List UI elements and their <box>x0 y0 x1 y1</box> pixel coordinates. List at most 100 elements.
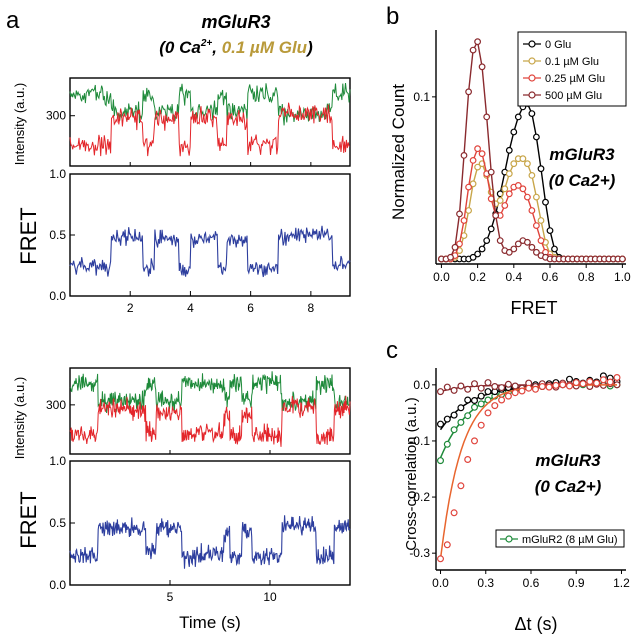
b-point-1 <box>505 170 513 178</box>
c-point-3 <box>613 374 621 382</box>
b-point-2 <box>465 183 473 191</box>
atop-xtick-label: 8 <box>308 301 315 315</box>
c-ytick-label: -0.1 <box>409 434 430 448</box>
b-legend-label-2: 0.25 µM Glu <box>545 73 605 85</box>
b-xtick-label: 1.0 <box>614 270 631 284</box>
c-point-0 <box>471 403 479 411</box>
c-legend-label: mGluR2 (8 µM Glu) <box>522 534 618 546</box>
c-point-2 <box>504 380 512 388</box>
a-top-trace-ylabel: Intensity (a.u.) <box>12 83 27 165</box>
c-point-3 <box>471 437 479 445</box>
c-point-2 <box>477 384 485 392</box>
panel-label-a: a <box>6 7 20 34</box>
abottom-acceptor-trace <box>69 395 351 447</box>
c-xtick-label: 0.9 <box>568 576 585 590</box>
b-point-0 <box>510 128 518 136</box>
b-point-2 <box>533 222 540 230</box>
atop-fret-ytick-label: 0.0 <box>49 289 66 303</box>
c-point-3 <box>511 389 519 397</box>
b-point-0 <box>474 250 482 258</box>
b-point-3 <box>474 38 482 46</box>
b-point-2 <box>460 217 468 224</box>
b-point-2 <box>478 150 486 158</box>
c-point-0 <box>477 400 485 408</box>
b-point-3 <box>451 243 459 251</box>
b-point-2 <box>528 207 536 214</box>
b-point-3 <box>505 248 513 256</box>
c-point-2 <box>450 386 458 394</box>
c-point-3 <box>606 378 614 386</box>
b-point-0 <box>505 146 513 154</box>
atop-donor-trace <box>69 83 351 126</box>
abottom-fret-ytick-label: 0.5 <box>49 516 66 530</box>
c-xtick-label: 0.6 <box>523 576 540 590</box>
atop-xtick-label: 6 <box>247 301 254 315</box>
c-point-3 <box>491 402 499 410</box>
c-point-3 <box>579 380 587 388</box>
b-point-3 <box>456 210 463 218</box>
c-xtick-label: 0.0 <box>432 576 449 590</box>
b-series-line-2 <box>441 147 623 260</box>
b-point-2 <box>474 145 482 153</box>
b-point-1 <box>501 185 509 193</box>
c-ylabel: Cross-correlation (a.u.) <box>403 397 420 550</box>
b-point-3 <box>460 151 468 159</box>
c-annotation-title: mGluR3 <box>535 451 601 470</box>
c-point-3 <box>599 376 607 384</box>
b-legend-label-1: 0.1 µM Glu <box>545 56 599 68</box>
c-point-3 <box>525 384 533 392</box>
a-bottom-xlabel: Time (s) <box>179 613 241 632</box>
b-point-3 <box>447 253 454 261</box>
b-ylabel: Normalized Count <box>389 84 408 220</box>
c-point-1 <box>471 397 479 405</box>
b-legend-marker-3 <box>528 91 536 99</box>
figure-subtitle: (0 Ca2+, 0.1 µM Glu) <box>159 38 313 57</box>
c-xlabel: Δt (s) <box>514 614 557 634</box>
c-point-3 <box>531 385 539 393</box>
c-point-2 <box>464 385 472 393</box>
c-point-3 <box>545 383 553 391</box>
b-point-1 <box>524 160 531 168</box>
b-legend-label-3: 500 µM Glu <box>545 90 602 102</box>
c-point-3 <box>437 555 445 563</box>
b-point-3 <box>528 243 536 251</box>
plot-layer: 300 0.0 0.5 1.0 2 4 6 8 300 0.0 0.5 1.0 5 10 0.0 0.2 0.4… <box>46 30 631 604</box>
b-point-0 <box>478 245 486 253</box>
c-point-1 <box>565 375 573 383</box>
b-point-3 <box>483 113 491 121</box>
figure-title: mGluR3 <box>201 12 270 32</box>
c-point-0 <box>464 412 472 420</box>
b-annotation-condition: (0 Ca2+) <box>549 171 616 190</box>
b-xtick-label: 0.4 <box>505 270 522 284</box>
b-point-1 <box>465 207 473 214</box>
c-point-3 <box>504 392 512 400</box>
b-point-2 <box>524 193 531 201</box>
c-point-3 <box>450 509 458 517</box>
b-point-3 <box>524 238 531 246</box>
c-point-0 <box>457 418 465 426</box>
b-point-1 <box>510 160 518 168</box>
atop-fret-ytick-label: 0.5 <box>49 228 66 242</box>
c-xtick-label: 1.2 <box>613 576 630 590</box>
abottom-xtick-label: 5 <box>167 590 174 604</box>
atop-intensity-frame <box>69 77 351 167</box>
c-point-1 <box>464 396 472 404</box>
c-point-0 <box>437 457 445 465</box>
b-point-3 <box>469 46 477 54</box>
b-point-1 <box>469 180 477 188</box>
c-point-3 <box>464 456 472 464</box>
b-point-0 <box>551 245 558 253</box>
b-point-0 <box>542 198 549 206</box>
c-point-3 <box>484 409 492 417</box>
b-point-2 <box>505 190 513 198</box>
b-legend-marker-0 <box>528 40 536 48</box>
b-point-1 <box>528 171 536 179</box>
c-point-2 <box>491 383 499 391</box>
b-point-3 <box>533 248 540 256</box>
b-xtick-label: 0.2 <box>469 270 486 284</box>
b-point-0 <box>546 227 554 235</box>
c-point-3 <box>565 382 573 390</box>
b-point-0 <box>487 225 495 233</box>
b-legend-label-0: 0 Glu <box>545 39 571 51</box>
c-point-2 <box>457 382 465 390</box>
